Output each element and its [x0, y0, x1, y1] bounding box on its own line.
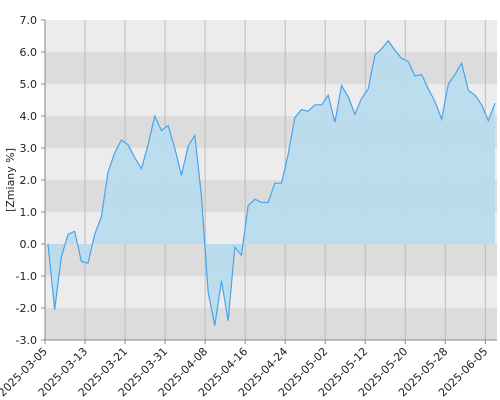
y-tick-label: 7.0: [20, 14, 38, 27]
y-tick-label: 6.0: [20, 46, 38, 59]
grid-band: [45, 52, 497, 84]
y-tick-label: -3.0: [16, 334, 37, 347]
y-axis-label: [Zmiany %]: [4, 148, 17, 212]
y-tick-label: 0.0: [20, 238, 38, 251]
grid-band: [45, 244, 497, 276]
grid-band: [45, 20, 497, 52]
line: [47, 39, 496, 326]
grid-band: [45, 276, 497, 308]
y-tick-label: -1.0: [16, 270, 37, 283]
y-tick-label: 2.0: [20, 174, 38, 187]
area: [48, 40, 495, 326]
grid-band: [45, 308, 497, 340]
y-tick-label: 1.0: [20, 206, 38, 219]
y-tick-label: 4.0: [20, 110, 38, 123]
y-tick-label: -2.0: [16, 302, 37, 315]
y-tick-label: 5.0: [20, 78, 38, 91]
y-tick-label: 3.0: [20, 142, 38, 155]
